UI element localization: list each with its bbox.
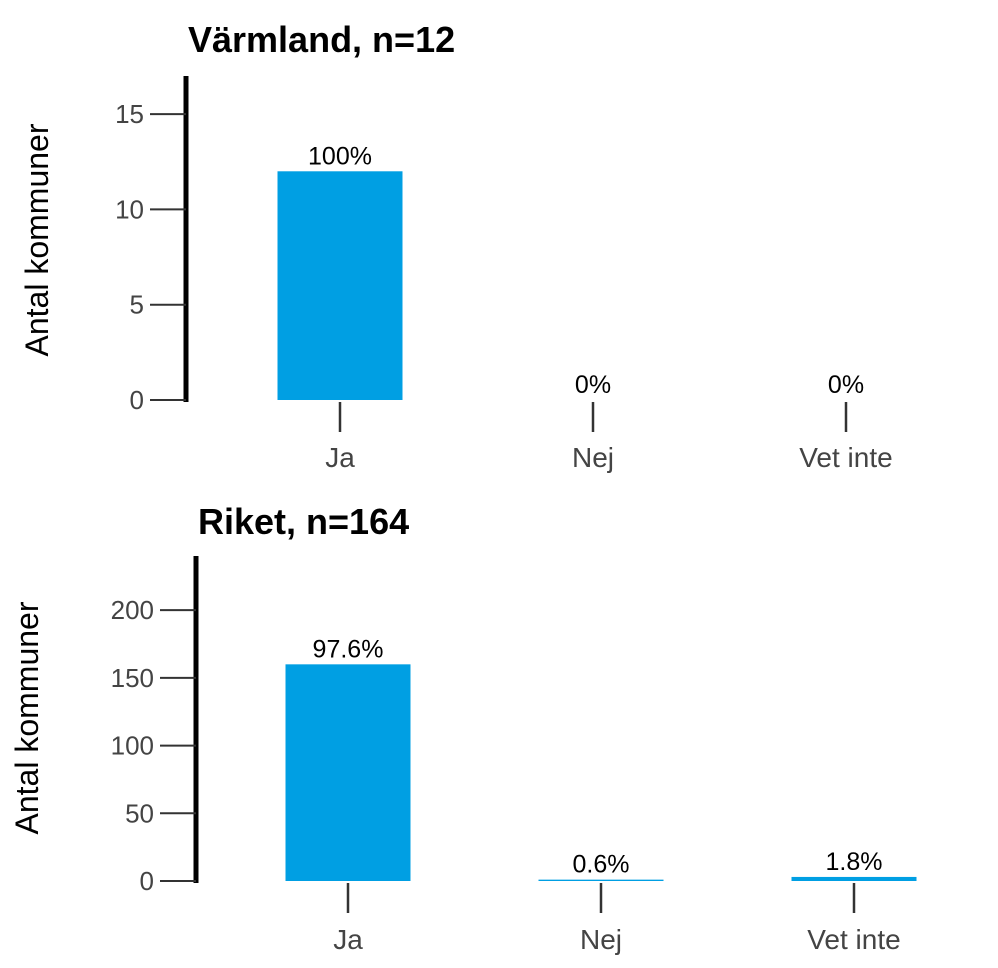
- chart-0-category-label: Nej: [572, 442, 614, 473]
- chart-1-category-label: Nej: [580, 924, 622, 955]
- chart-0-title: Värmland, n=12: [188, 19, 455, 60]
- chart-0-data-label: 100%: [308, 142, 372, 170]
- chart-1-category-label: Ja: [333, 924, 363, 955]
- chart-1-y-tick-label: 50: [125, 798, 154, 828]
- chart-0-bar-ja: [277, 171, 403, 400]
- chart-1-data-label: 97.6%: [313, 635, 384, 663]
- chart-1-y-axis-label: Antal kommuner: [9, 601, 45, 834]
- chart-1-bar-ja: [285, 664, 411, 881]
- chart-1-category-label: Vet inte: [807, 924, 900, 955]
- chart-1-data-label: 0.6%: [573, 851, 630, 879]
- chart-0-category-label: Vet inte: [799, 442, 892, 473]
- chart-1-data-label: 1.8%: [826, 848, 883, 876]
- chart-0-y-tick-label: 0: [130, 385, 144, 415]
- chart-panel-riket: Riket, n=164 Antal kommuner 0 50 100 150 200 Ja…: [0, 484, 998, 968]
- chart-0-y-tick-label: 10: [115, 194, 144, 224]
- chart-0-category-label: Ja: [325, 442, 355, 473]
- chart-0-data-label: 0%: [575, 371, 611, 399]
- chart-1-y-tick-label: 0: [140, 866, 154, 896]
- bar-chart-riket: Riket, n=164 Antal kommuner 0 50 100 150 200 Ja…: [9, 501, 917, 955]
- bar-chart-varmland: Värmland, n=12 Antal kommuner 0 5 10 15 Ja 100%…: [19, 19, 893, 473]
- chart-0-y-axis-label: Antal kommuner: [19, 123, 55, 356]
- chart-1-title: Riket, n=164: [198, 501, 409, 542]
- chart-1-y-tick-label: 200: [111, 595, 154, 625]
- chart-1-y-tick-label: 100: [111, 731, 154, 761]
- chart-1-y-tick-label: 150: [111, 663, 154, 693]
- chart-1-bar-nej: [538, 879, 664, 881]
- chart-0-y-tick-label: 15: [115, 99, 144, 129]
- chart-1-bar-vet-inte: [791, 876, 917, 881]
- chart-panel-varmland: Värmland, n=12 Antal kommuner 0 5 10 15 Ja 100%…: [19, 19, 893, 473]
- chart-0-data-label: 0%: [828, 371, 864, 399]
- chart-0-y-tick-label: 5: [130, 290, 144, 320]
